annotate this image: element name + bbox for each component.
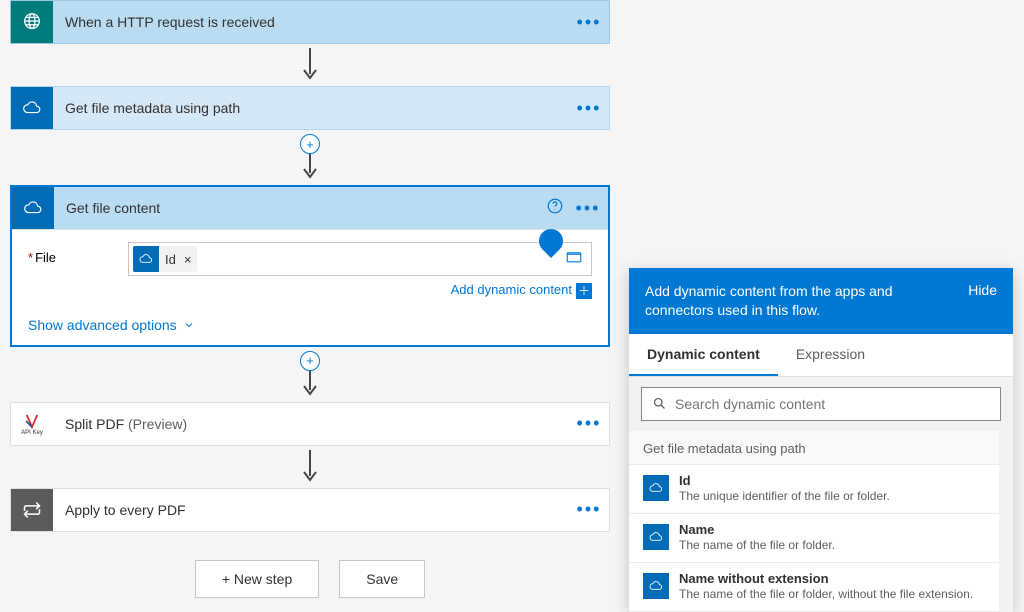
save-button[interactable]: Save <box>339 560 425 598</box>
cloud-icon <box>11 87 53 129</box>
arrow-connector <box>303 450 317 484</box>
scrollbar-thumb[interactable] <box>1002 435 1010 465</box>
api-key-icon: API Key <box>11 403 53 445</box>
folder-picker-icon[interactable] <box>565 248 583 271</box>
arrow-connector <box>303 48 317 82</box>
more-icon[interactable]: ••• <box>568 198 608 219</box>
more-icon[interactable]: ••• <box>569 12 609 33</box>
cloud-icon <box>133 246 159 272</box>
step-split-pdf[interactable]: API Key Split PDF (Preview) ••• <box>10 402 610 446</box>
add-dynamic-plus-icon[interactable]: ＋ <box>576 283 592 299</box>
add-dynamic-content-row: Add dynamic content ＋ <box>28 282 592 299</box>
search-icon <box>652 396 667 411</box>
step-get-file-metadata[interactable]: Get file metadata using path ••• <box>10 86 610 130</box>
step-title: Get file metadata using path <box>53 100 569 116</box>
field-label-file: *File <box>28 242 128 265</box>
more-icon[interactable]: ••• <box>569 499 609 520</box>
token-remove-icon[interactable]: × <box>182 252 198 267</box>
dynamic-group-header: Get file metadata using path <box>629 431 999 465</box>
cloud-icon <box>643 524 669 550</box>
cloud-icon <box>643 475 669 501</box>
step-get-file-content-card: Get file content ••• *File Id × <box>10 185 610 347</box>
globe-icon <box>11 1 53 43</box>
dynamic-search[interactable] <box>641 387 1001 421</box>
token-label: Id <box>159 252 182 267</box>
dynamic-item-name[interactable]: Name The name of the file or folder. <box>629 514 999 563</box>
cloud-icon <box>643 573 669 599</box>
step-title: Apply to every PDF <box>53 502 569 518</box>
arrow-connector: + <box>300 134 320 181</box>
dynamic-token-id[interactable]: Id × <box>133 246 197 272</box>
tab-dynamic-content[interactable]: Dynamic content <box>629 334 778 376</box>
step-http-trigger[interactable]: When a HTTP request is received ••• <box>10 0 610 44</box>
add-step-icon[interactable]: + <box>300 134 320 154</box>
dynamic-item-id[interactable]: Id The unique identifier of the file or … <box>629 465 999 514</box>
tab-expression[interactable]: Expression <box>778 334 883 376</box>
step-title: When a HTTP request is received <box>53 14 569 30</box>
more-icon[interactable]: ••• <box>569 413 609 434</box>
help-icon[interactable] <box>546 197 564 219</box>
add-dynamic-content-link[interactable]: Add dynamic content <box>451 282 572 297</box>
hide-panel-button[interactable]: Hide <box>968 282 997 320</box>
loop-icon <box>11 489 53 531</box>
arrow-connector: + <box>300 351 320 398</box>
dynamic-item-name-no-ext[interactable]: Name without extension The name of the f… <box>629 563 999 612</box>
add-step-icon[interactable]: + <box>300 351 320 371</box>
file-field[interactable]: Id × <box>128 242 592 276</box>
step-get-file-content-header[interactable]: Get file content ••• <box>12 187 608 230</box>
search-input[interactable] <box>675 396 990 412</box>
step-title: Get file content <box>54 200 546 216</box>
show-advanced-options[interactable]: Show advanced options <box>28 317 195 333</box>
dynamic-panel-message: Add dynamic content from the apps and co… <box>645 282 956 320</box>
step-title: Split PDF (Preview) <box>53 416 569 432</box>
new-step-button[interactable]: + New step <box>195 560 319 598</box>
dynamic-content-list: Get file metadata using path Id The uniq… <box>629 431 1013 612</box>
dynamic-content-panel: Add dynamic content from the apps and co… <box>629 268 1013 612</box>
more-icon[interactable]: ••• <box>569 98 609 119</box>
cloud-icon <box>12 187 54 229</box>
step-apply-to-each[interactable]: Apply to every PDF ••• <box>10 488 610 532</box>
